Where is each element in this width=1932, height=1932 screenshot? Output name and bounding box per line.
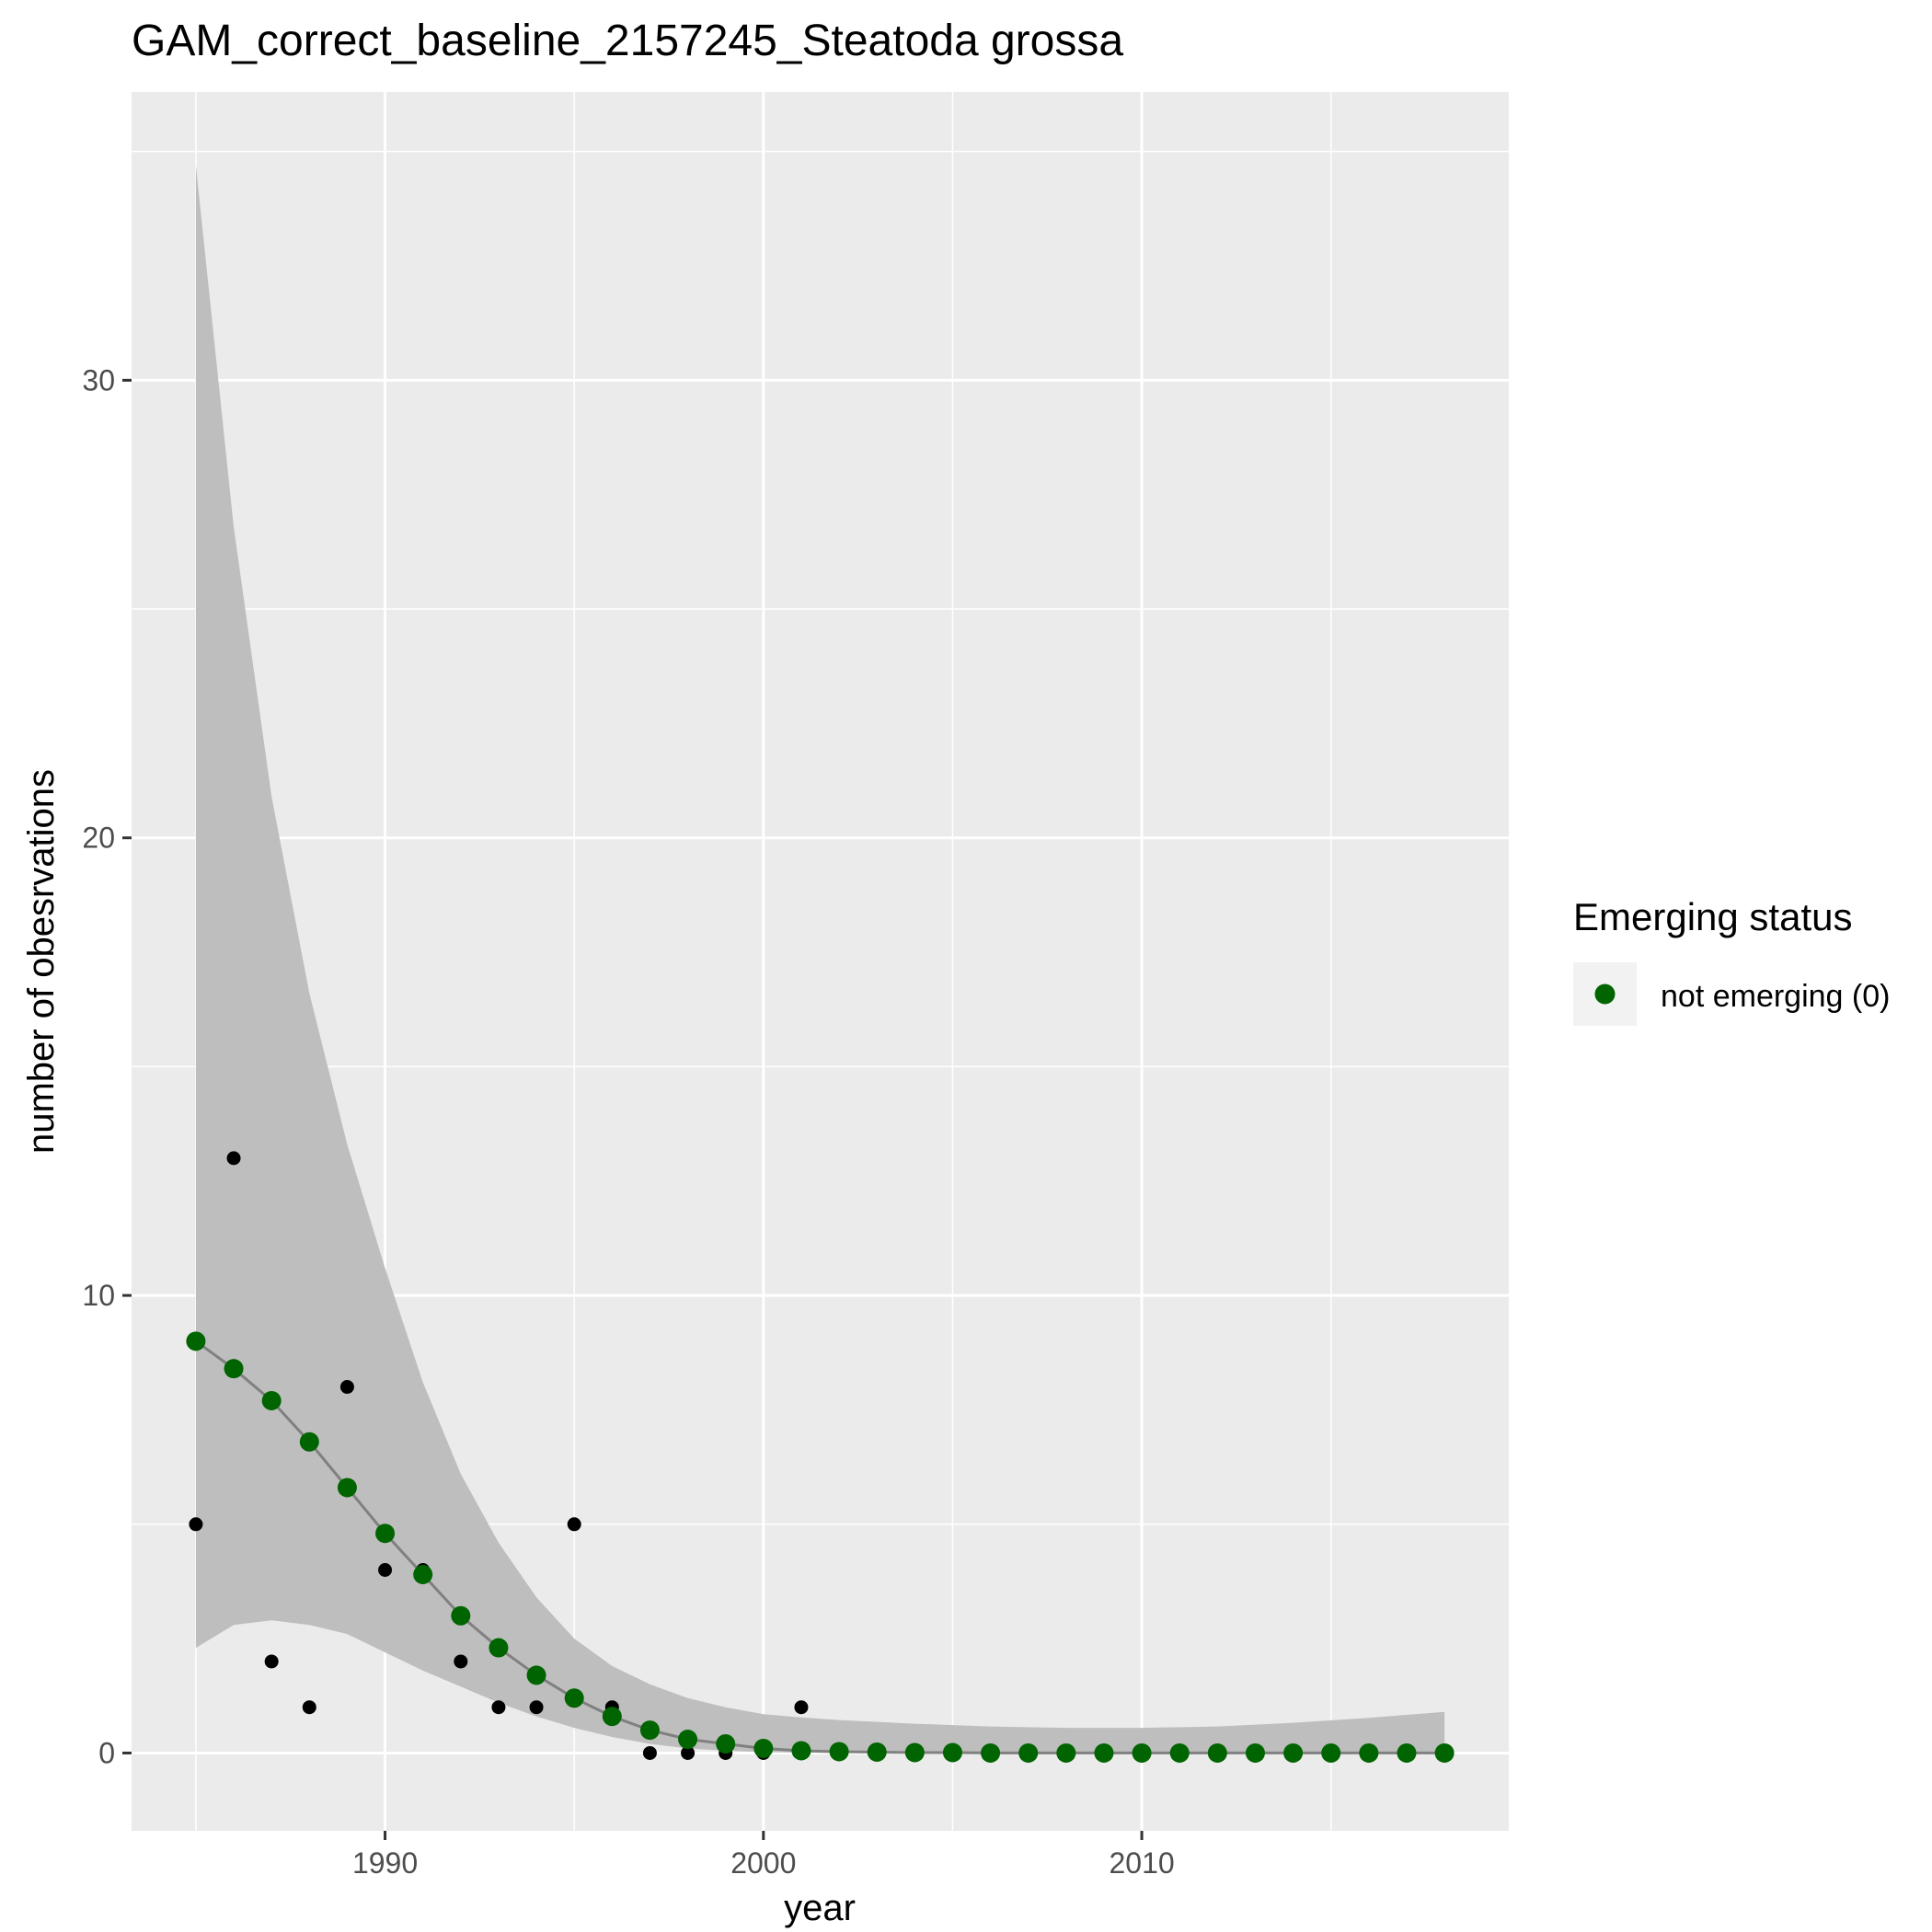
fitted-point xyxy=(1018,1742,1039,1763)
fitted-point xyxy=(716,1734,736,1754)
observed-point xyxy=(189,1517,203,1532)
fitted-point xyxy=(1283,1742,1304,1763)
legend-title: Emerging status xyxy=(1573,895,1852,938)
fitted-point xyxy=(451,1605,471,1626)
fitted-point xyxy=(224,1359,244,1379)
observed-point xyxy=(529,1700,544,1715)
y-tick-label: 20 xyxy=(82,822,115,855)
fitted-point xyxy=(299,1432,319,1452)
fitted-point xyxy=(261,1390,282,1410)
fitted-point xyxy=(1132,1742,1152,1763)
fit-line-layer xyxy=(195,1340,1445,1754)
fitted-point xyxy=(337,1478,357,1498)
fitted-point xyxy=(564,1688,584,1708)
fitted-point xyxy=(753,1738,774,1758)
fitted-point xyxy=(1321,1742,1341,1763)
observed-point xyxy=(378,1563,393,1577)
legend-entry-label: not emerging (0) xyxy=(1661,979,1890,1014)
observed-point xyxy=(794,1700,809,1715)
fitted-point xyxy=(375,1524,396,1544)
fitted-points xyxy=(186,1331,1455,1763)
fitted-point xyxy=(942,1742,962,1763)
fit-line xyxy=(195,1340,1445,1754)
y-axis-label: number of obesrvations xyxy=(21,769,62,1154)
fitted-point xyxy=(1169,1742,1190,1763)
fitted-point xyxy=(678,1730,698,1750)
fitted-point xyxy=(867,1742,887,1762)
observed-point xyxy=(567,1517,581,1532)
x-axis-label: year xyxy=(784,1888,856,1928)
chart-title: GAM_correct_baseline_2157245_Steatoda gr… xyxy=(132,17,1123,65)
fitted-point xyxy=(904,1742,925,1763)
fitted-point xyxy=(602,1707,622,1727)
fitted-point xyxy=(526,1665,546,1685)
y-tick-label: 0 xyxy=(98,1736,115,1769)
fitted-point xyxy=(1245,1742,1265,1763)
x-tick-label: 2000 xyxy=(730,1846,796,1880)
fitted-point xyxy=(1094,1742,1114,1763)
x-tick-label: 1990 xyxy=(352,1846,418,1880)
fitted-point xyxy=(981,1742,1001,1763)
observed-point xyxy=(491,1700,506,1715)
fitted-point xyxy=(1056,1742,1076,1763)
observed-point xyxy=(454,1654,468,1669)
confidence-ribbon xyxy=(195,165,1445,1754)
observed-point xyxy=(681,1745,696,1760)
fitted-point xyxy=(1434,1742,1455,1763)
legend: Emerging status not emerging (0) xyxy=(1573,895,1890,1026)
fitted-point xyxy=(413,1564,433,1584)
fitted-point xyxy=(1207,1742,1227,1763)
fitted-point xyxy=(1359,1742,1379,1763)
fitted-point xyxy=(186,1331,206,1351)
y-tick-label: 30 xyxy=(82,363,115,397)
fitted-point xyxy=(1397,1742,1417,1763)
fitted-point xyxy=(791,1741,811,1761)
legend-key-dot xyxy=(1594,983,1616,1005)
fitted-point xyxy=(489,1638,509,1658)
x-tick-label: 2010 xyxy=(1109,1846,1174,1880)
observed-point xyxy=(226,1151,241,1166)
observed-point xyxy=(302,1700,316,1715)
fitted-point xyxy=(639,1720,660,1741)
confidence-ribbon-layer xyxy=(195,165,1445,1754)
observed-point xyxy=(642,1745,657,1760)
observed-point xyxy=(339,1380,354,1395)
axes: 1990 2000 2010 0 10 20 30 xyxy=(82,363,1174,1880)
y-tick-label: 10 xyxy=(82,1279,115,1312)
fitted-point xyxy=(829,1742,849,1762)
observed-point xyxy=(264,1654,279,1669)
